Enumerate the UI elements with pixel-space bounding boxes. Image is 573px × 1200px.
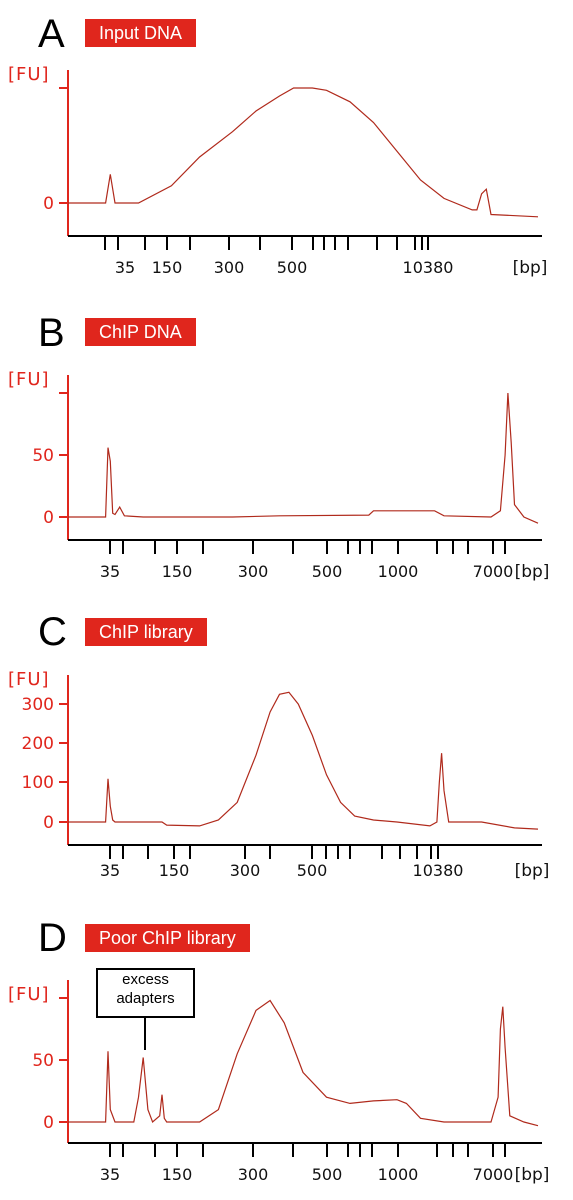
x-tick-label: 7000: [473, 562, 514, 581]
x-tick-label: 300: [238, 1165, 269, 1184]
trace-line: [68, 999, 539, 1127]
panel-title: ChIP library: [85, 618, 207, 646]
electropherogram-chart: [FU] 0 100 200 300 35 150 300 500 10380 [bp]: [8, 669, 550, 881]
y-tick-label: 100: [22, 773, 54, 793]
trace-line: [68, 87, 539, 218]
x-tick-label: 500: [297, 861, 328, 880]
x-tick-label: 7000: [473, 1165, 514, 1184]
y-axis-label: [FU]: [8, 369, 50, 390]
x-tick-label: 35: [115, 258, 135, 277]
panel-a: A Input DNA [FU] 0 35 150 300 500 10380 [bp]: [0, 0, 573, 290]
annotation-line2: adapters: [116, 990, 175, 1007]
panel-title: Poor ChIP library: [85, 924, 250, 952]
panel-c: C ChIP library [FU] 0 100 200 300 35 150 300 500…: [8, 610, 550, 881]
panel-letter: C: [38, 610, 67, 654]
x-tick-label: 150: [152, 258, 183, 277]
x-tick-label: 150: [159, 861, 190, 880]
panel-b: B ChIP DNA [FU] 0 50 35 150 300 500 1000 7000 [bp…: [8, 311, 550, 582]
excess-adapters-annotation: excess adapters: [96, 968, 195, 1018]
x-axis-unit: [bp]: [515, 861, 550, 881]
x-tick-label: 150: [162, 562, 193, 581]
y-tick-label: 50: [32, 446, 54, 466]
x-tick-label: 300: [230, 861, 261, 880]
y-tick-label: 0: [43, 508, 54, 528]
electropherogram-chart: [FU] 0 50 35 150 300 500 1000 7000 [bp]: [8, 369, 550, 582]
y-tick-label: 50: [32, 1051, 54, 1071]
x-tick-label: 35: [100, 1165, 120, 1184]
x-tick-label: 300: [214, 258, 245, 277]
x-tick-label: 35: [100, 562, 120, 581]
x-tick-label: 500: [312, 562, 343, 581]
x-tick-label: 10380: [413, 861, 464, 880]
x-tick-label: 10380: [403, 258, 454, 277]
electropherogram-chart: [FU] 0 35 150 300 500 10380 [bp]: [8, 64, 548, 278]
y-tick-label: 200: [22, 734, 54, 754]
x-tick-label: 300: [238, 562, 269, 581]
y-tick-label: 0: [43, 813, 54, 833]
x-tick-label: 500: [277, 258, 308, 277]
panel-letter: A: [38, 12, 65, 56]
y-tick-label: 300: [22, 695, 54, 715]
panel-letter: B: [38, 311, 65, 355]
y-axis-label: [FU]: [8, 64, 50, 85]
x-axis-unit: [bp]: [513, 258, 548, 278]
x-tick-label: 1000: [378, 562, 419, 581]
y-axis-label: [FU]: [8, 984, 50, 1005]
panel-title: ChIP DNA: [85, 318, 196, 346]
trace-line: [68, 691, 539, 830]
x-tick-label: 500: [312, 1165, 343, 1184]
y-tick-label: 0: [43, 194, 54, 214]
y-axis-label: [FU]: [8, 669, 50, 690]
x-axis-unit: [bp]: [515, 562, 550, 582]
x-tick-label: 35: [100, 861, 120, 880]
x-axis-unit: [bp]: [515, 1165, 550, 1185]
y-tick-label: 0: [43, 1113, 54, 1133]
panel-title: Input DNA: [85, 19, 197, 47]
annotation-line1: excess: [122, 971, 169, 988]
panel-letter: D: [38, 916, 67, 960]
x-tick-label: 1000: [378, 1165, 419, 1184]
x-tick-label: 150: [162, 1165, 193, 1184]
trace-line: [68, 392, 539, 524]
